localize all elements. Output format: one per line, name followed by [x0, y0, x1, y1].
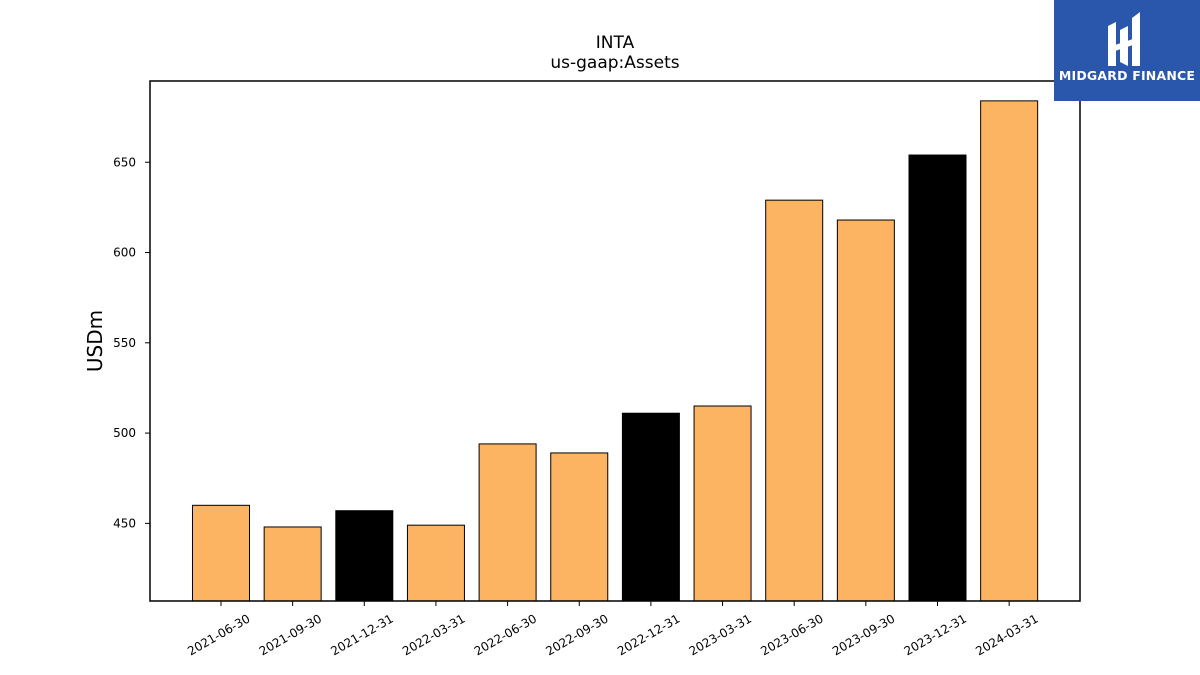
- brand-name: MIDGARD FINANCE: [1058, 68, 1196, 83]
- bar-2023-03-31: [693, 405, 752, 602]
- bar-2021-12-31: [335, 510, 394, 602]
- x-tick-label: 2022-09-30: [543, 611, 610, 658]
- x-tick-label: 2022-03-31: [400, 611, 467, 658]
- x-axis: 2021-06-30 2021-09-30 2021-12-31 2022-03-31…: [185, 601, 1041, 658]
- x-tick-label: 2021-09-30: [257, 611, 324, 658]
- x-tick-label: 2023-12-31: [902, 611, 969, 658]
- bar-2023-06-30: [765, 199, 824, 602]
- plot-frame: [149, 80, 1081, 602]
- bar-2021-06-30: [192, 504, 250, 602]
- y-tick-label: 650: [113, 155, 136, 169]
- x-tick-label: 2024-03-31: [973, 611, 1040, 658]
- midgard-logo-icon: [1108, 12, 1140, 66]
- bar-2024-03-31: [980, 100, 1039, 602]
- x-tick-label: 2021-06-30: [185, 611, 252, 658]
- bar-2022-03-31: [406, 524, 465, 602]
- y-axis-label: USDm: [83, 310, 107, 372]
- x-tick-label: 2022-12-31: [615, 611, 682, 658]
- bar-2021-09-30: [263, 526, 322, 602]
- chart-subtitle: us-gaap:Assets: [550, 53, 679, 73]
- y-tick-label: 550: [113, 336, 136, 350]
- x-tick-label: 2023-03-31: [687, 611, 754, 658]
- chart-title: INTA: [596, 33, 635, 53]
- y-tick-label: 500: [113, 426, 136, 440]
- brand-logo: MIDGARD FINANCE: [1054, 0, 1200, 101]
- x-tick-label: 2022-06-30: [472, 611, 539, 658]
- bars-group: [192, 100, 1039, 602]
- x-tick-label: 2023-09-30: [830, 611, 897, 658]
- y-axis: 450 500 550 600 650: [113, 155, 150, 530]
- y-tick-label: 600: [113, 246, 136, 260]
- bar-2023-12-31: [908, 154, 967, 602]
- x-tick-label: 2023-06-30: [758, 611, 825, 658]
- bar-2022-09-30: [550, 452, 609, 602]
- x-tick-label: 2021-12-31: [328, 611, 395, 658]
- bar-2022-12-31: [621, 412, 680, 602]
- bar-2022-06-30: [478, 443, 537, 602]
- y-tick-label: 450: [113, 516, 136, 530]
- bar-2023-09-30: [836, 219, 895, 602]
